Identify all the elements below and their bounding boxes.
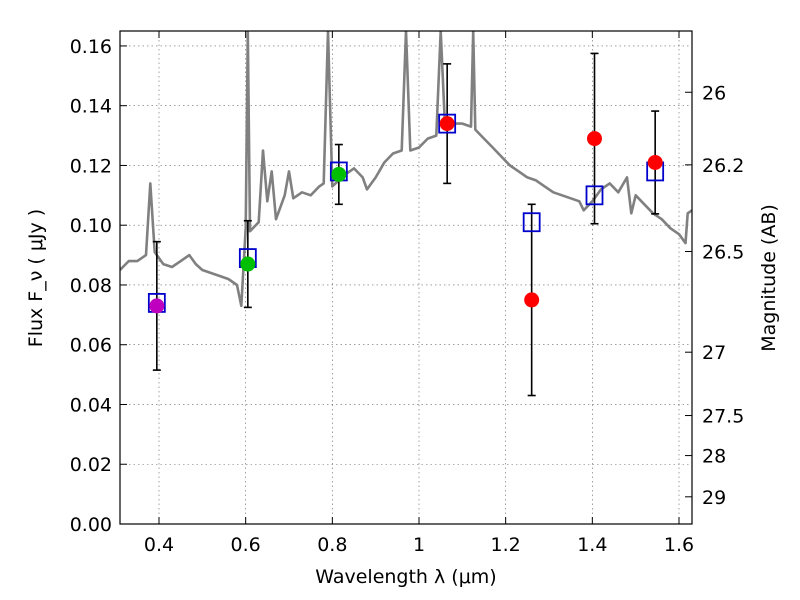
x-tick-label: 1.2 [491,534,521,556]
y-tick-label: 0.06 [70,335,112,357]
y-tick-label: 0.00 [70,514,112,536]
right-tick-label: 29 [702,487,726,509]
y-tick-label: 0.12 [70,155,112,177]
observed-point [647,154,663,170]
grid-layer [120,31,692,525]
observed-point [149,298,165,314]
y-tick-label: 0.16 [70,36,112,58]
y-tick-label: 0.08 [70,275,112,297]
x-tick-label: 1.6 [664,534,694,556]
x-tick-label: 0.4 [144,534,174,556]
observed-point [240,256,256,272]
y-axis-title: Flux F_ν ( μJy ) [25,209,47,347]
y-tick-label: 0.04 [70,394,112,416]
right-tick-label: 27.5 [702,406,744,428]
y-tick-label: 0.02 [70,454,112,476]
right-tick-label: 26.2 [702,155,744,177]
observed-point [439,116,455,132]
ticks-layer: 0.4 0.6 0.8 1 1.2 1.4 1.6 0.00 0.02 0.04 0.06 0.08 0… [70,31,744,556]
model-point-square [585,185,604,206]
x-tick-label: 1.4 [577,534,607,556]
observed-point [524,292,540,308]
plot-frame [119,30,693,525]
observed-point [331,166,347,182]
right-axis-title: Magnitude (AB) [758,204,780,352]
x-tick-label: 0.6 [231,534,261,556]
x-axis-title: Wavelength λ (μm) [315,566,496,588]
y-tick-label: 0.10 [70,215,112,237]
right-tick-label: 28 [702,446,726,468]
spectrum-layer [120,31,692,308]
y-tick-label: 0.14 [70,96,112,118]
observed-point [587,131,602,147]
x-tick-label: 0.8 [317,534,347,556]
points-layer [147,52,665,397]
x-tick-label: 1 [413,534,425,556]
right-tick-label: 26 [702,82,726,104]
model-point-square [438,113,457,134]
model-point-square [522,212,541,233]
right-tick-label: 26.5 [702,242,744,264]
right-tick-label: 27 [702,342,726,364]
model-spectrum-line [120,31,692,308]
